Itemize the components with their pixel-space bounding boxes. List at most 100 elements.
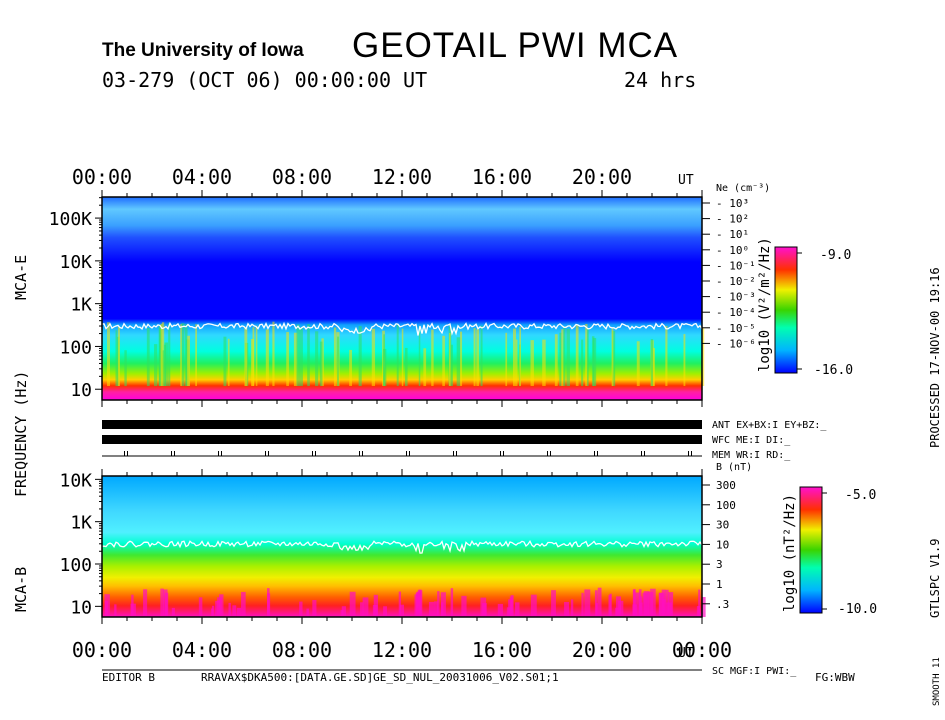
streak — [665, 325, 668, 386]
processed-label: PROCESSED 17-NOV-00 19:16 — [928, 267, 942, 448]
right-tick-label: - 10⁻¹ — [716, 259, 756, 272]
streak — [505, 332, 508, 386]
streak — [586, 327, 589, 386]
streak — [591, 336, 595, 386]
streak — [398, 591, 402, 617]
mca-b-panel — [101, 475, 706, 618]
mca-e-colorbar — [774, 246, 798, 374]
streak — [611, 328, 614, 386]
streak — [434, 601, 439, 617]
streak — [396, 324, 399, 386]
mem-tick — [127, 451, 128, 456]
streak — [584, 589, 591, 617]
streak — [358, 326, 362, 386]
streak — [219, 594, 224, 617]
mem-tick — [359, 451, 360, 456]
editor-label: EDITOR B — [102, 671, 155, 684]
mca-b-ylabel: MCA-B — [12, 567, 30, 612]
streak — [661, 589, 666, 617]
streak — [333, 327, 337, 386]
streak — [383, 606, 387, 617]
x-tick-label: 04:00 — [172, 638, 232, 662]
mem-status-ticks — [124, 451, 692, 456]
streak — [431, 329, 434, 386]
streak — [272, 321, 275, 386]
right-axis-label: B (nT) — [716, 462, 752, 473]
streak — [383, 334, 386, 386]
streak — [171, 607, 175, 617]
right-axis-label: Ne (cm⁻³) — [716, 183, 770, 194]
mem-tick — [453, 451, 454, 456]
x-tick-label: 12:00 — [372, 638, 432, 662]
streak — [476, 329, 480, 386]
streak — [530, 340, 534, 386]
streak — [160, 323, 163, 386]
streak — [184, 324, 188, 386]
streak — [559, 332, 562, 386]
streak — [223, 336, 227, 386]
streak — [698, 589, 701, 617]
streak — [371, 328, 376, 386]
right-tick-label: .3 — [716, 598, 729, 611]
mca-e-panel — [101, 196, 705, 401]
right-tick-label: 10 — [716, 538, 729, 551]
streak — [146, 327, 150, 386]
mem-tick — [315, 451, 316, 456]
streak — [315, 331, 319, 386]
streak — [349, 349, 352, 386]
right-tick-label: 3 — [716, 558, 723, 571]
streak — [650, 339, 654, 386]
institution-title: The University of Iowa — [102, 40, 304, 61]
streak — [581, 592, 584, 617]
streak — [267, 593, 271, 617]
streak — [307, 324, 310, 386]
x-tick-label: 00:00 — [72, 638, 132, 662]
mem-tick — [594, 451, 595, 456]
mem-tick — [500, 451, 501, 456]
right-tick-label: - 10⁻³ — [716, 291, 756, 304]
mca-b-streaks — [104, 587, 706, 617]
streak — [360, 602, 364, 617]
streak — [187, 335, 191, 386]
streak — [244, 326, 248, 386]
streak — [643, 591, 650, 617]
right-tick-label: - 10² — [716, 213, 749, 226]
x-tick-label: 12:00 — [372, 165, 432, 189]
streak — [227, 338, 230, 386]
streak — [597, 587, 602, 617]
streak — [566, 328, 570, 386]
streak — [423, 348, 427, 386]
streak — [510, 595, 514, 617]
mem-tick — [265, 451, 266, 456]
right-tick-label: 30 — [716, 519, 729, 532]
mca-e-colorbar-label: log10 (V²/m²/Hz) — [757, 237, 773, 372]
streak — [255, 325, 258, 386]
frequency-axis-label: FREQUENCY (Hz) — [12, 371, 30, 497]
streak — [554, 334, 558, 386]
streak — [618, 600, 624, 617]
smooth-label: SMOOTH 11 — [932, 657, 942, 706]
streak — [154, 344, 158, 386]
streak — [570, 599, 574, 617]
mem-tick — [406, 451, 407, 456]
y-tick-label: 100 — [59, 555, 92, 576]
streak — [312, 600, 317, 617]
streak — [180, 324, 182, 386]
streak — [236, 607, 242, 617]
streak — [399, 604, 405, 617]
streak — [299, 601, 303, 617]
streak — [506, 607, 513, 617]
x-tick-label: 08:00 — [272, 638, 332, 662]
x-tick-label: 16:00 — [472, 638, 532, 662]
streak — [639, 602, 643, 617]
mem-tick — [218, 451, 219, 456]
mca-e-streaks — [107, 321, 705, 386]
y-tick-label: 10K — [59, 470, 92, 491]
mem-status-label: MEM WR:I RD:_ — [712, 450, 791, 461]
streak — [104, 601, 109, 617]
wfc-status-bar — [102, 435, 702, 444]
streak — [636, 341, 640, 386]
mca-e-colorbar-max: -9.0 — [820, 248, 851, 263]
mca-b-colorbar — [799, 486, 823, 614]
